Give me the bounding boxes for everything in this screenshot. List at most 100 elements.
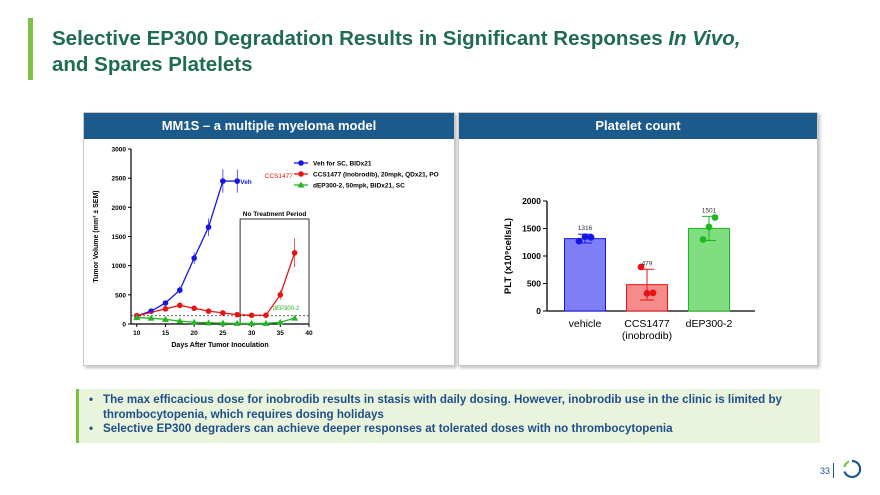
y-tick-label: 500 [527, 279, 541, 289]
no-treatment-box [239, 218, 310, 325]
x-category-label: CCS1477 [624, 318, 670, 330]
value-label: 479 [642, 260, 653, 267]
series-group: dEP300-2 [133, 306, 300, 326]
bar-group: 1501 dEP300-2 [686, 207, 733, 330]
slide-title: Selective EP300 Degradation Results in S… [52, 26, 852, 78]
data-point [637, 263, 645, 271]
y-tick-label: 2000 [112, 205, 127, 212]
y-tick-label: 3000 [112, 147, 127, 154]
data-point [581, 233, 589, 241]
data-point [262, 319, 270, 326]
y-tick-label: 500 [115, 292, 126, 299]
data-point [649, 289, 657, 297]
legend-marker [298, 171, 304, 177]
title-line2: and Spares Platelets [52, 53, 253, 76]
data-point [711, 214, 719, 221]
x-tick-label: 10 [133, 330, 141, 337]
bullet-item: • The max efficacious dose for inobrodib … [89, 393, 810, 422]
y-tick-label: 0 [536, 306, 541, 316]
data-point [248, 312, 255, 319]
data-point [220, 310, 226, 316]
data-point [276, 318, 284, 325]
data-point [191, 255, 197, 261]
data-point [133, 314, 141, 321]
x-tick-label: 25 [219, 330, 227, 337]
x-tick-label: 15 [162, 330, 170, 337]
y-tick-label: 1000 [522, 251, 541, 261]
data-point [205, 319, 213, 326]
title-part1: Selective EP300 Degradation Results in S… [52, 27, 669, 50]
data-point [161, 315, 169, 322]
data-point [291, 250, 298, 256]
x-tick-label: 30 [248, 330, 256, 337]
bar-group: 1316 vehicle [564, 225, 606, 330]
bar [564, 238, 606, 312]
x-category-label: dEP300-2 [686, 318, 733, 330]
value-label: 1316 [578, 225, 593, 232]
data-point [263, 312, 269, 319]
legend-label: dEP300-2, 50mpk, BIDx21, SC [313, 183, 405, 190]
legend-label: Veh for SC, BIDx21 [313, 161, 372, 168]
y-axis-label: PLT (x10⁹cells/L) [503, 218, 514, 294]
x-category-label: vehicle [569, 318, 602, 330]
data-point [699, 236, 707, 243]
data-point [220, 178, 226, 184]
data-point [587, 233, 595, 241]
y-tick-label: 2500 [112, 176, 127, 183]
data-point [291, 314, 299, 321]
y-axis-label: Tumor Volume (mm³ ± SEM) [93, 190, 100, 282]
y-tick-label: 0 [122, 322, 126, 329]
y-tick-label: 1500 [522, 224, 541, 234]
data-point [233, 319, 241, 326]
x-tick-label: 40 [305, 330, 313, 337]
page-number: 33 [820, 466, 831, 476]
x-axis-label: Days After Tumor Inoculation [171, 342, 268, 349]
data-point [234, 311, 241, 318]
platelet-panel: Platelet count 0 500 1000 1500 2000 PLT (x10⁹… [458, 112, 818, 366]
series-group: CCS1477 [133, 173, 298, 319]
legend-marker [298, 160, 304, 166]
tumor-volume-panel: MM1S – a multiple myeloma model 0 500 1000… [83, 112, 455, 366]
y-tick-label: 2000 [522, 196, 541, 206]
data-point [219, 319, 227, 326]
y-tick-label: 1000 [112, 263, 127, 270]
series-line [136, 180, 238, 317]
data-point [705, 223, 713, 231]
data-point [643, 290, 651, 297]
company-logo-icon [843, 459, 862, 479]
value-label: 1501 [702, 207, 717, 214]
bullet-text-2: Selective EP300 degraders can achieve de… [103, 422, 673, 435]
x-tick-label: 35 [277, 330, 285, 337]
bar-group: 479 CCS1477(inobrodib) [622, 260, 672, 342]
title-italic: In Vivo, [668, 27, 741, 50]
bullet-item: • Selective EP300 degraders can achieve d… [89, 422, 673, 435]
x-tick-label: 20 [191, 330, 199, 337]
legend-label: CCS1477 (Inobrodib), 20mpk, QDx21, PO [313, 172, 439, 179]
series-end-label: CCS1477 [265, 173, 294, 180]
y-tick-label: 1500 [112, 234, 127, 241]
data-point [205, 308, 212, 314]
data-point [575, 237, 583, 245]
platelet-panel-header: Platelet count [459, 113, 817, 139]
data-point [190, 318, 198, 325]
series-end-label: dEP300-2 [273, 306, 300, 312]
x-category-label: (inobrodib) [622, 330, 672, 342]
data-point [162, 300, 169, 306]
data-point [176, 317, 184, 324]
series-end-label: Veh [240, 179, 252, 186]
title-accent-bar [28, 18, 33, 80]
data-point [147, 314, 155, 321]
bar [688, 227, 730, 312]
data-point [177, 287, 183, 293]
tumor-volume-chart: 0 500 1000 1500 2000 2500 3000 10 15 20 25 30 35 40 Da… [93, 147, 439, 350]
data-point [277, 292, 284, 298]
series-line [136, 316, 295, 325]
bullet-text-1: The max efficacious dose for inobrodib r… [103, 393, 783, 421]
data-point [177, 302, 183, 309]
no-treatment-label: No Treatment Period [243, 211, 307, 218]
footer-divider [833, 463, 834, 478]
data-point [191, 305, 197, 312]
data-point [205, 224, 212, 230]
data-point [162, 306, 169, 312]
legend-marker [297, 181, 305, 188]
